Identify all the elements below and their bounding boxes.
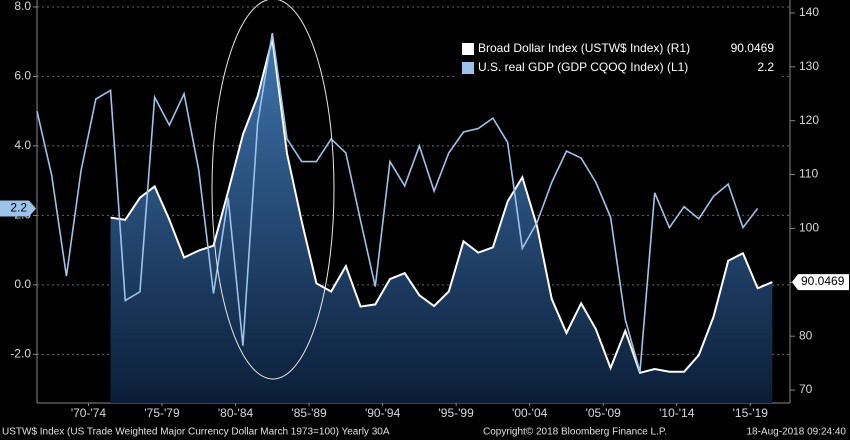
y2-tick-label: 80 bbox=[799, 328, 813, 342]
last-value-tag bbox=[0, 200, 36, 217]
legend-label: U.S. real GDP (GDP CQOQ Index) (L1) bbox=[478, 60, 688, 74]
y-tick-label: 6.0 bbox=[14, 69, 31, 83]
last-value-label: 2.2 bbox=[10, 201, 27, 215]
legend-value: 90.0469 bbox=[731, 41, 775, 55]
y2-tick-label: 130 bbox=[799, 59, 819, 73]
footer-text: USTW$ Index (US Trade Weighted Major Cur… bbox=[2, 427, 390, 438]
area-fill bbox=[110, 38, 773, 403]
last-value-tag bbox=[792, 274, 849, 291]
y2-tick-label: 110 bbox=[799, 167, 818, 181]
x-tick-label: '90-'94 bbox=[365, 406, 401, 420]
y2-tick-label: 120 bbox=[799, 113, 819, 127]
x-tick-label: '10-'14 bbox=[659, 406, 695, 420]
legend-label: Broad Dollar Index (USTW$ Index) (R1) bbox=[478, 41, 690, 55]
footer-text: Copyright© 2018 Bloomberg Finance L.P. bbox=[483, 427, 667, 438]
y2-tick-label: 70 bbox=[799, 382, 813, 396]
y2-tick-label: 140 bbox=[799, 5, 819, 19]
line bbox=[36, 32, 759, 372]
footer-text: 18-Aug-2018 09:24:40 bbox=[746, 427, 846, 438]
y-tick-label: 0.0 bbox=[14, 277, 31, 291]
last-value-label: 90.0469 bbox=[801, 274, 845, 288]
x-tick-label: '00-'04 bbox=[512, 406, 548, 420]
legend-swatch bbox=[462, 43, 474, 55]
legend-swatch bbox=[462, 62, 474, 74]
x-tick-label: '80-'84 bbox=[218, 406, 254, 420]
y2-tick-label: 100 bbox=[799, 221, 819, 235]
legend-box bbox=[456, 38, 780, 80]
annotation-ellipse bbox=[211, 0, 335, 380]
legend-value: 2.2 bbox=[757, 60, 774, 74]
y-tick-label: -2.0 bbox=[10, 347, 31, 361]
x-tick-label: '15-'19 bbox=[733, 406, 769, 420]
x-tick-label: '85-'89 bbox=[291, 406, 327, 420]
y-tick-label: 8.0 bbox=[14, 0, 31, 13]
y-tick-label: 4.0 bbox=[14, 138, 31, 152]
x-tick-label: '75-'79 bbox=[144, 406, 180, 420]
x-tick-label: '95-'99 bbox=[439, 406, 475, 420]
x-tick-label: '05-'09 bbox=[586, 406, 622, 420]
area-line bbox=[110, 38, 773, 375]
x-tick-label: '70-'74 bbox=[71, 406, 107, 420]
